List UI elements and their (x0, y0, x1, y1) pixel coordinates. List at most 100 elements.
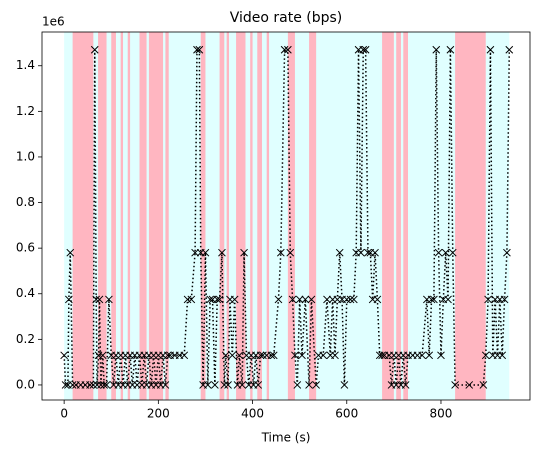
y-tick-label: 0.0 (16, 377, 35, 391)
y-tick-label: 1.0 (16, 149, 35, 163)
data-point (60, 351, 68, 360)
data-point (180, 351, 189, 360)
data-point (505, 45, 514, 54)
data-point (441, 248, 450, 257)
y-tick-label: 0.8 (16, 195, 35, 209)
data-point (97, 381, 105, 389)
plot-area (60, 45, 514, 389)
shaded-span (250, 32, 253, 400)
data-point (61, 381, 70, 389)
data-point (230, 295, 239, 304)
shaded-span (98, 32, 107, 400)
data-point (465, 381, 474, 389)
data-point (238, 381, 247, 389)
data-point (254, 381, 263, 389)
data-point (357, 248, 365, 257)
data-point (274, 295, 283, 304)
data-point (284, 45, 292, 54)
data-point (105, 295, 113, 304)
data-point (484, 295, 492, 304)
data-point (213, 295, 222, 304)
data-point (498, 351, 507, 360)
data-point (312, 381, 321, 389)
shaded-span (236, 32, 246, 400)
data-point (486, 45, 495, 54)
x-tick-label: 800 (430, 407, 453, 421)
data-point (100, 381, 109, 389)
y-tick-label: 1.4 (16, 58, 35, 72)
y-tick-label: 0.6 (16, 241, 35, 255)
data-point (191, 248, 199, 257)
data-point (66, 248, 75, 257)
data-point (291, 351, 299, 360)
data-point (228, 351, 237, 360)
data-point (256, 351, 265, 360)
data-point (427, 295, 436, 304)
data-point (432, 45, 441, 54)
y-tick-label: 0.4 (16, 286, 35, 300)
x-tick-label: 0 (60, 407, 68, 421)
data-point (340, 381, 349, 389)
data-point (90, 45, 99, 54)
data-point (342, 295, 351, 304)
shaded-span (148, 32, 164, 400)
x-tick-label: 400 (241, 407, 264, 421)
shaded-span (165, 32, 169, 400)
shaded-span (226, 32, 230, 400)
data-point (430, 295, 438, 304)
data-point (446, 45, 455, 54)
axes-frame (41, 31, 531, 401)
data-point (218, 248, 226, 257)
data-point (373, 295, 382, 304)
shaded-span (64, 32, 510, 400)
data-point (161, 381, 170, 389)
data-point (235, 351, 244, 360)
data-point (298, 351, 306, 360)
shaded-span (266, 32, 270, 400)
data-point (364, 248, 372, 257)
data-point (221, 351, 230, 360)
data-point (361, 45, 370, 54)
data-point (444, 295, 452, 304)
data-point (401, 381, 410, 389)
data-point (293, 381, 302, 389)
x-axis-label: Time (s) (261, 431, 311, 445)
data-point (295, 295, 304, 304)
data-point (331, 351, 339, 360)
data-point (68, 381, 77, 389)
data-point (479, 381, 488, 389)
data-point (286, 248, 295, 257)
shaded-span (257, 32, 262, 400)
data-point (163, 351, 172, 360)
data-point (220, 381, 229, 389)
spans (64, 32, 510, 400)
shaded-span (396, 32, 401, 400)
data-point (267, 351, 276, 360)
data-point (371, 248, 379, 257)
data-point (280, 45, 289, 54)
data-point (206, 295, 215, 304)
data-point (98, 351, 107, 360)
data-point (378, 351, 386, 360)
data-point (201, 248, 210, 257)
data-point (64, 295, 73, 304)
data-point (187, 295, 196, 304)
x-tick-label: 600 (335, 407, 358, 421)
data-point (288, 295, 297, 304)
data-point (418, 351, 426, 360)
data-point (93, 381, 101, 389)
data-point (346, 295, 355, 304)
chart-title: Video rate (bps) (230, 10, 343, 26)
shaded-span (287, 32, 295, 400)
data-point (276, 248, 285, 257)
shaded-span (139, 32, 147, 400)
data-point (240, 248, 248, 257)
data-point (183, 295, 192, 304)
data-point (359, 45, 368, 54)
data-point (448, 248, 457, 257)
data-point (86, 381, 94, 389)
y-tick-label: 0.2 (16, 332, 35, 346)
data-point (224, 381, 232, 389)
